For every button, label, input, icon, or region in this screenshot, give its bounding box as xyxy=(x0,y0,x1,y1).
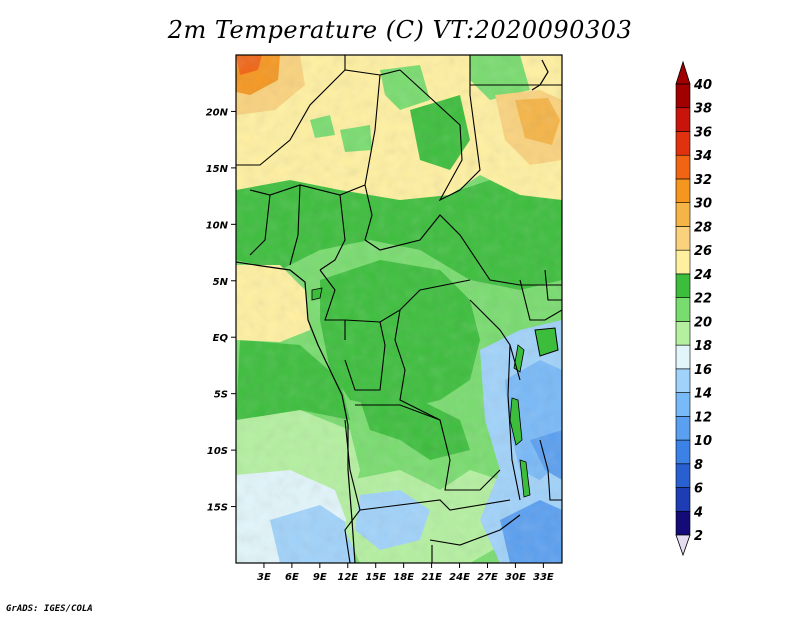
colorbar-label: 10 xyxy=(694,434,712,449)
colorbar-segment xyxy=(675,510,691,536)
colorbar-segment xyxy=(675,83,691,109)
lon-tick-label: 33E xyxy=(533,572,554,583)
colorbar-segment xyxy=(675,487,691,512)
colorbar-label: 20 xyxy=(694,315,712,330)
colorbar-segment xyxy=(675,154,691,180)
colorbar-label: 12 xyxy=(694,410,712,425)
colorbar-segment xyxy=(675,226,691,251)
colorbar-label: 2 xyxy=(694,529,703,544)
colorbar-segment xyxy=(675,131,691,156)
colorbar-label: 8 xyxy=(694,458,703,473)
colorbar-segment xyxy=(675,107,691,132)
latitude-axis: 20N 15N 10N 5N EQ 5S 10S 15S xyxy=(206,107,236,514)
lon-tick-label: 18E xyxy=(393,572,414,583)
colorbar-segment xyxy=(675,416,691,441)
credit-text: GrADS: IGES/COLA xyxy=(6,604,93,614)
lat-tick-label: 15N xyxy=(206,164,229,175)
colorbar-label: 22 xyxy=(694,292,712,307)
colorbar-segment xyxy=(675,321,691,346)
colorbar-label: 34 xyxy=(694,149,712,164)
lon-tick-label: 3E xyxy=(257,572,271,583)
colorbar-bottom-arrow xyxy=(675,534,691,557)
map-title: 2m Temperature (C) VT:2020090303 xyxy=(167,16,633,44)
colorbar-label: 16 xyxy=(694,363,712,378)
colorbar-segment xyxy=(675,202,691,227)
longitude-axis: 3E 6E 9E 12E 15E 18E 21E 24E 27E 30E 33E xyxy=(257,563,554,583)
lat-tick-label: 5N xyxy=(213,277,229,288)
lat-tick-label: 15S xyxy=(207,503,228,514)
colorbar-segment xyxy=(675,439,691,465)
colorbar-top-arrow xyxy=(675,60,691,85)
lat-tick-label: 5S xyxy=(214,390,228,401)
map-frame xyxy=(235,54,563,564)
lon-tick-label: 24E xyxy=(449,572,470,583)
lon-tick-label: 21E xyxy=(421,572,442,583)
colorbar-label: 28 xyxy=(694,220,712,235)
colorbar-segment xyxy=(675,392,691,417)
colorbar-label: 38 xyxy=(694,102,712,117)
lat-tick-label: 20N xyxy=(206,107,229,118)
colorbar-label: 26 xyxy=(694,244,712,259)
colorbar-label: 32 xyxy=(694,173,712,188)
colorbar-label: 36 xyxy=(694,125,712,140)
lon-tick-label: 15E xyxy=(365,572,386,583)
colorbar-segment xyxy=(675,368,691,393)
lon-tick-label: 27E xyxy=(477,572,498,583)
colorbar-label: 30 xyxy=(694,197,712,212)
colorbar-segment xyxy=(675,273,691,298)
colorbar-segment xyxy=(675,249,691,275)
colorbar-segment xyxy=(675,178,691,203)
colorbar-label: 6 xyxy=(694,482,703,497)
lon-tick-label: 12E xyxy=(337,572,358,583)
lat-tick-label: EQ xyxy=(213,333,229,344)
colorbar-segment xyxy=(675,463,691,488)
colorbar-segment xyxy=(675,297,691,322)
colorbar-label: 18 xyxy=(694,339,712,354)
lat-tick-label: 10N xyxy=(206,220,229,231)
colorbar-segment xyxy=(675,344,691,370)
coastline xyxy=(236,59,549,563)
colorbar-label: 4 xyxy=(693,505,703,520)
colorbar-label: 14 xyxy=(694,387,712,402)
colorbar-label: 24 xyxy=(694,268,712,283)
temperature-field xyxy=(236,55,562,563)
country-boundaries xyxy=(236,55,562,563)
lon-tick-label: 30E xyxy=(505,572,526,583)
lat-tick-label: 10S xyxy=(207,446,228,457)
lon-tick-label: 6E xyxy=(285,572,299,583)
lon-tick-label: 9E xyxy=(313,572,327,583)
colorbar-label: 40 xyxy=(693,78,712,93)
